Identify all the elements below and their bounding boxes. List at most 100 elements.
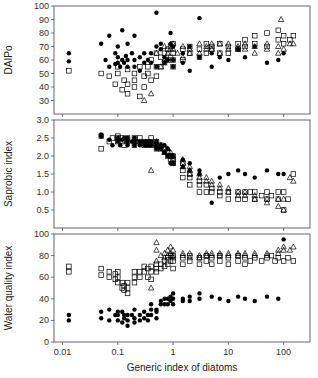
point xyxy=(116,270,121,275)
point xyxy=(132,280,137,285)
point xyxy=(276,58,280,62)
point xyxy=(197,262,202,267)
point xyxy=(116,280,121,285)
point xyxy=(252,255,257,260)
point xyxy=(236,190,241,195)
point xyxy=(154,310,158,314)
point xyxy=(281,33,286,38)
point xyxy=(107,318,111,322)
point xyxy=(132,320,136,324)
point xyxy=(291,259,296,264)
point xyxy=(187,259,192,264)
point xyxy=(252,44,257,49)
point xyxy=(252,50,257,55)
point xyxy=(99,71,104,76)
point xyxy=(171,266,176,271)
point xyxy=(146,318,150,322)
point xyxy=(124,54,128,58)
point xyxy=(149,78,154,83)
point xyxy=(248,190,253,195)
point xyxy=(171,64,176,69)
x-tick xyxy=(62,114,63,117)
point xyxy=(265,294,269,298)
point xyxy=(125,286,130,291)
y-tick-label: 0 xyxy=(44,337,49,347)
point xyxy=(209,262,214,267)
point xyxy=(252,197,257,202)
x-tick xyxy=(283,114,284,117)
point xyxy=(209,255,214,260)
point xyxy=(281,46,286,51)
point xyxy=(180,253,185,258)
panel: 0.51.01.52.02.53.0Saprobic index xyxy=(3,115,310,231)
y-tick-label: 100 xyxy=(34,229,49,239)
y-tick-label: 90 xyxy=(39,15,49,25)
point xyxy=(236,259,241,264)
point xyxy=(154,316,158,320)
points xyxy=(67,11,297,103)
point xyxy=(197,255,202,260)
points xyxy=(99,132,296,212)
point xyxy=(67,59,71,63)
y-tick-label: 40 xyxy=(39,294,49,304)
point xyxy=(248,259,253,264)
point xyxy=(170,247,175,252)
y-tick xyxy=(51,6,54,7)
point xyxy=(236,197,241,202)
point xyxy=(204,46,209,51)
point xyxy=(197,41,202,46)
point xyxy=(264,41,269,46)
y-tick-label: 60 xyxy=(39,272,49,282)
point xyxy=(132,58,136,62)
point xyxy=(154,139,159,144)
point xyxy=(120,280,125,285)
point xyxy=(125,136,129,140)
point xyxy=(154,44,158,48)
point xyxy=(204,253,209,258)
point xyxy=(99,132,103,136)
x-tick-label: 0.1 xyxy=(112,347,125,357)
point xyxy=(154,139,158,143)
point xyxy=(138,94,143,99)
x-tick xyxy=(62,228,63,231)
point xyxy=(154,240,159,245)
point xyxy=(236,253,241,258)
point xyxy=(181,165,185,169)
point xyxy=(253,299,257,303)
point xyxy=(132,143,136,147)
point xyxy=(149,270,154,275)
point xyxy=(125,291,130,296)
y-tick xyxy=(51,210,54,211)
point xyxy=(142,61,146,65)
point xyxy=(125,82,130,87)
point xyxy=(138,270,143,275)
point xyxy=(265,190,270,195)
point xyxy=(226,197,231,202)
point xyxy=(67,318,71,322)
point xyxy=(252,253,257,258)
point xyxy=(197,55,202,60)
point xyxy=(181,47,186,52)
point xyxy=(107,138,111,142)
point xyxy=(236,47,240,51)
point xyxy=(154,64,159,69)
point xyxy=(171,58,176,63)
point xyxy=(276,44,281,49)
point xyxy=(149,61,153,65)
point xyxy=(99,147,104,152)
point xyxy=(276,28,281,33)
point xyxy=(103,58,107,62)
point xyxy=(243,55,247,59)
point xyxy=(253,44,257,48)
point xyxy=(125,143,129,147)
point xyxy=(226,255,231,260)
point xyxy=(276,172,280,176)
point xyxy=(265,197,270,202)
point xyxy=(132,78,137,83)
point xyxy=(99,273,104,278)
point xyxy=(107,34,111,38)
point xyxy=(281,172,285,176)
point xyxy=(188,44,192,48)
point xyxy=(243,172,247,176)
x-axis-label: Generic index of diatoms xyxy=(127,362,238,373)
